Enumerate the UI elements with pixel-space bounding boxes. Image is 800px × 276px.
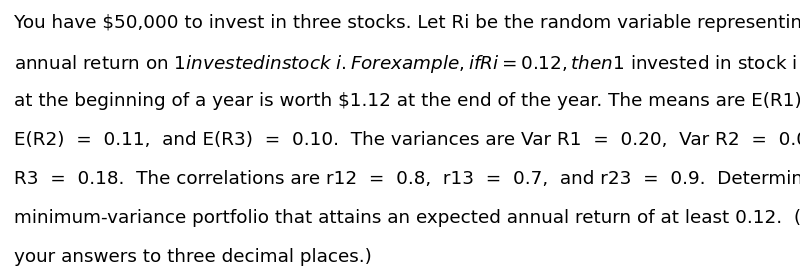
Text: E(R2)  =  0.11,  and E(R3)  =  0.10.  The variances are Var R1  =  0.20,  Var R2: E(R2) = 0.11, and E(R3) = 0.10. The vari…	[14, 131, 800, 149]
Text: annual return on $1 invested in stock i.  For example, if Ri  =  0.12,  then $1 : annual return on $1 invested in stock i.…	[14, 53, 797, 75]
Text: You have $50,​000 to invest in three stocks. Let Ri be the random variable repre: You have $50,​000 to invest in three sto…	[14, 14, 800, 32]
Text: R3  =  0.18.  The correlations are r12  =  0.8,  r13  =  0.7,  and r23  =  0.9. : R3 = 0.18. The correlations are r12 = 0.…	[14, 170, 800, 188]
Text: minimum‐variance portfolio that attains an expected annual return of at least 0.: minimum‐variance portfolio that attains …	[14, 209, 800, 227]
Text: at the beginning of a year is worth $1.12 at the end of the year. The means are : at the beginning of a year is worth $1.1…	[14, 92, 800, 110]
Text: your answers to three decimal places.): your answers to three decimal places.)	[14, 248, 372, 266]
